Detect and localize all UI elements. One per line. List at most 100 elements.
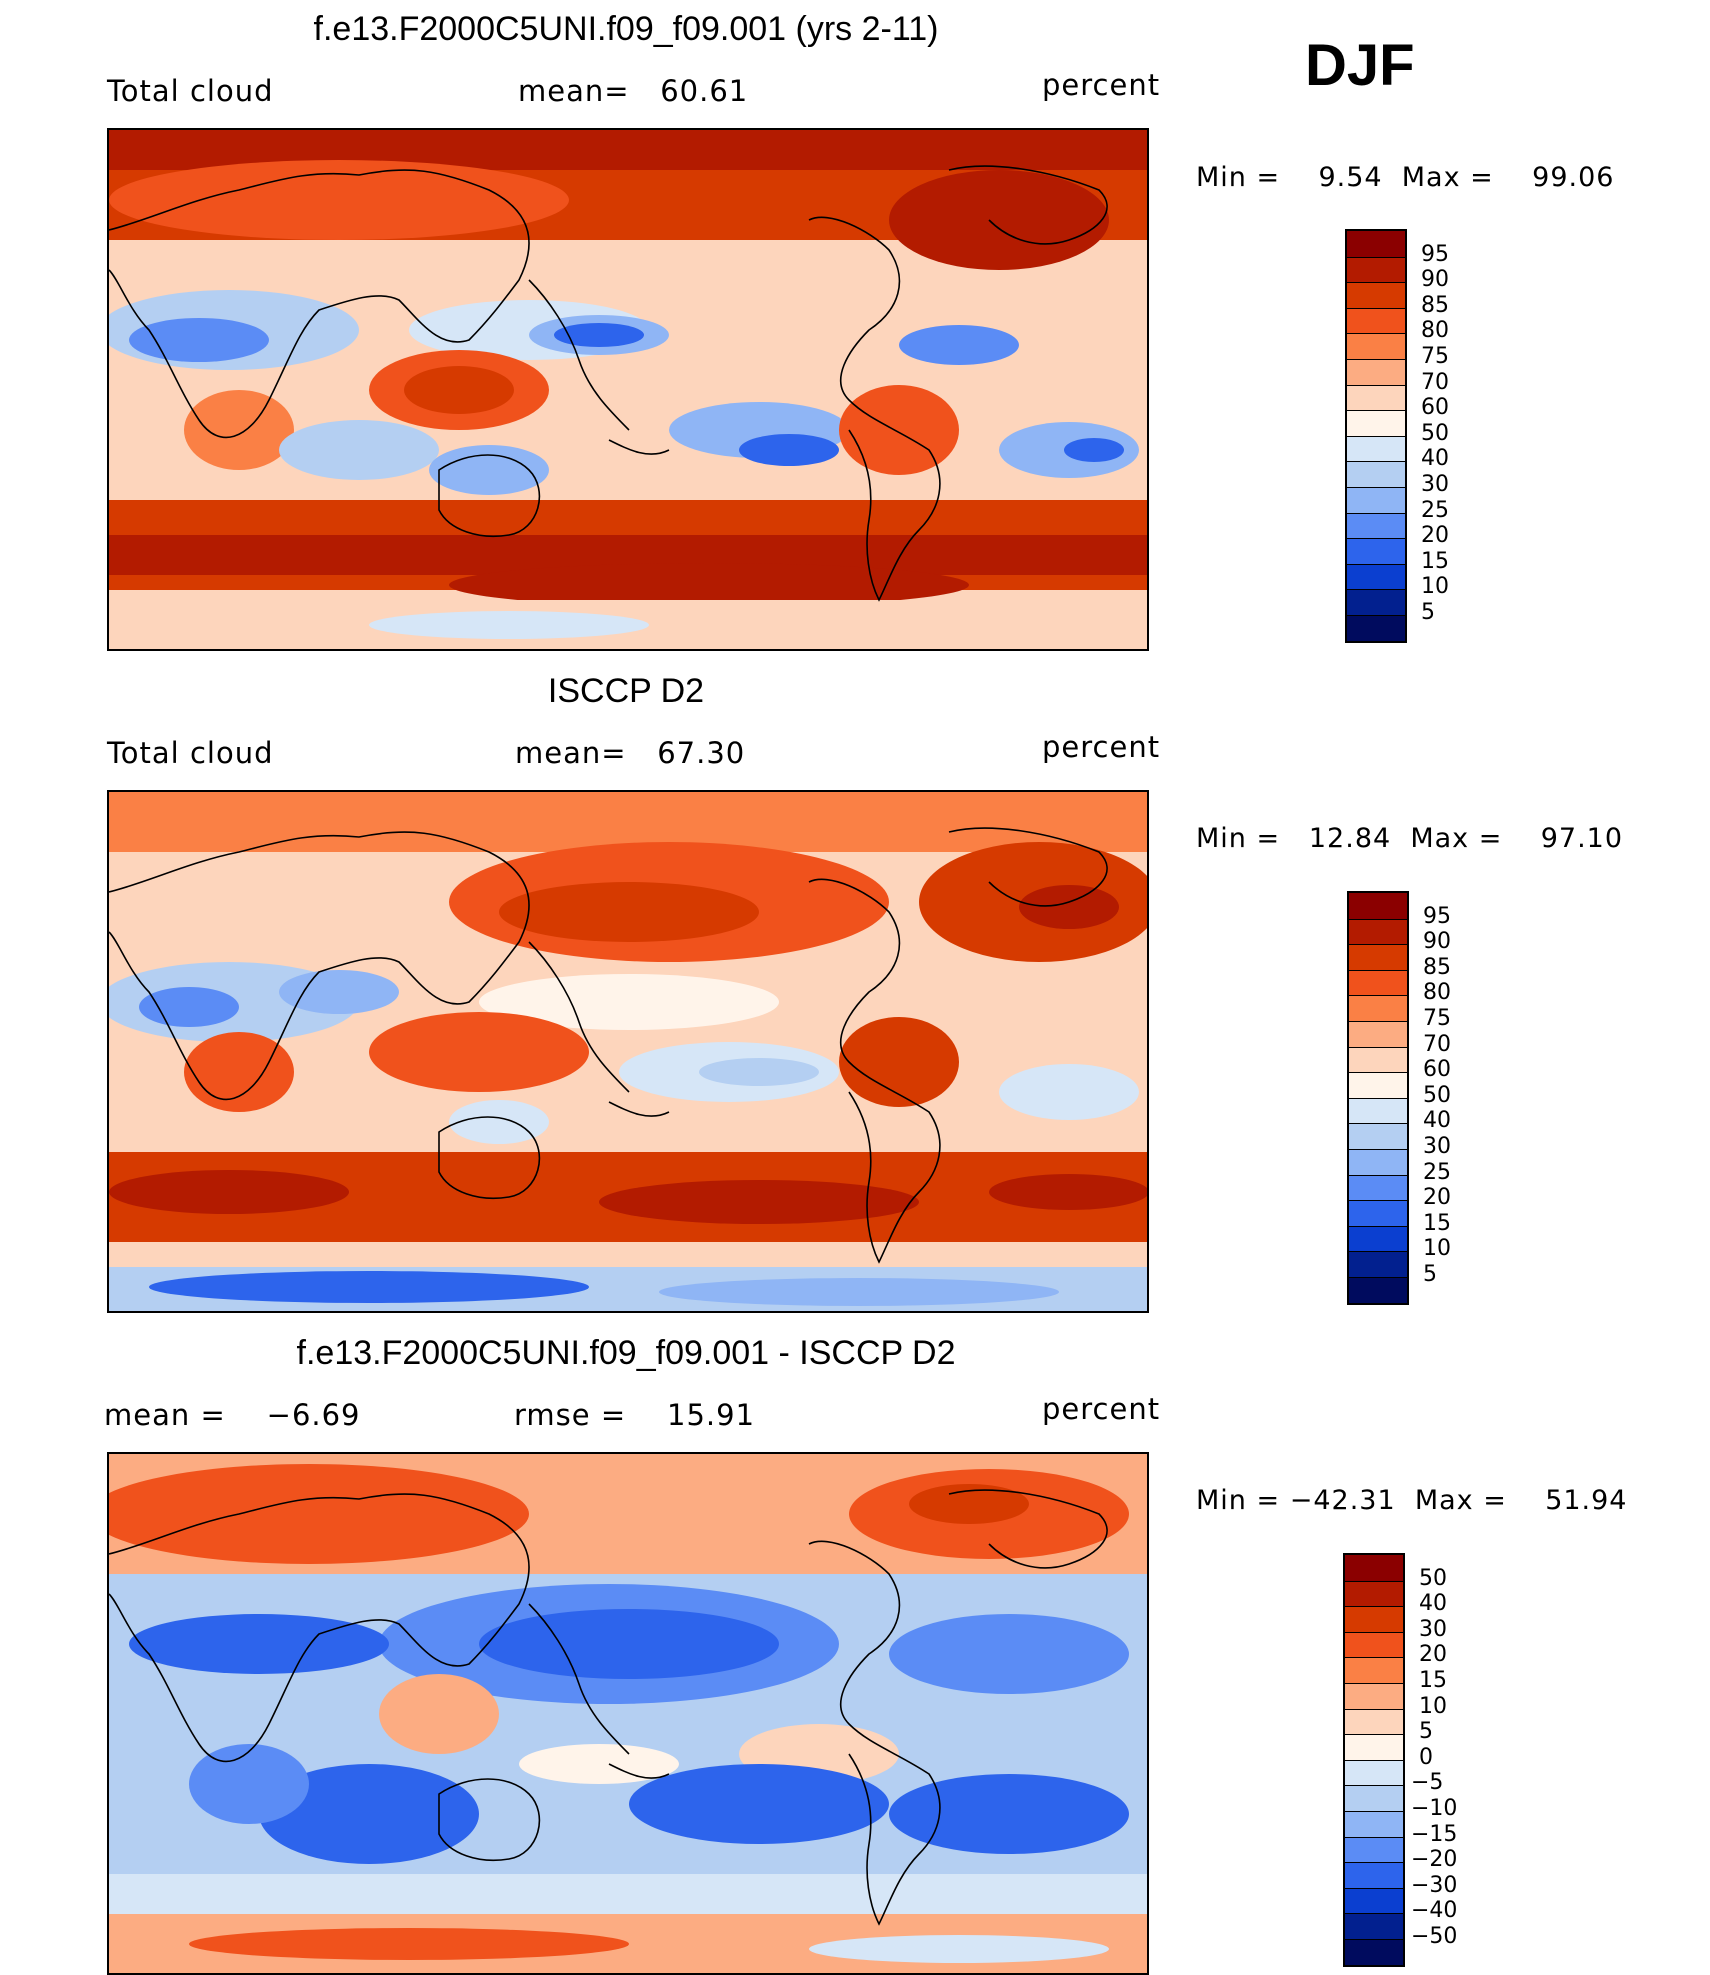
colorbar-tick-label: 30 [1423,1134,1451,1159]
colorbar-bin [1345,1785,1403,1811]
field-contour-region [259,1764,479,1864]
panel-1-max-label: Max = [1401,162,1494,193]
field-contour-region [479,1609,779,1679]
colorbar-bin [1349,1174,1407,1201]
field-contour-region [429,445,549,495]
colorbar-bin [1345,1708,1403,1735]
colorbar-bin [1345,1811,1403,1837]
panel-2-min-label: Min = [1196,823,1281,854]
colorbar-bin [1347,282,1405,308]
colorbar-bin [1349,944,1407,970]
panel-3-units: percent [1042,1392,1161,1426]
colorbar-tick-label: −40 [1411,1898,1458,1924]
field-contour-region [109,792,1147,852]
colorbar-bin [1345,1606,1403,1632]
panel-3-mean-label: mean = [104,1398,226,1432]
colorbar-tick-label: 5 [1421,600,1435,625]
panel-3-rmse: rmse = 15.91 [514,1398,755,1432]
field-contour-region [189,1744,309,1824]
panel-1-min-label: Min = [1196,162,1281,193]
colorbar-tick-label: 10 [1419,1693,1447,1719]
field-contour-region [129,1614,389,1674]
panel-2-map [107,790,1149,1313]
colorbar-tick-label: 80 [1423,980,1451,1006]
panel-3-max-label: Max = [1414,1485,1507,1516]
coastline [438,1116,541,1200]
coastline [109,831,530,1101]
panel-1-variable-label: Total cloud [107,74,274,108]
colorbar-tick-label: 20 [1419,1642,1447,1668]
field-contour-region [899,325,1019,365]
field-map-svg [109,1454,1147,1973]
colorbar-tick-label: 60 [1421,395,1449,421]
panel-1-mean: mean= 60.61 [518,74,748,108]
colorbar-bin [1347,256,1405,283]
colorbar-tick-label: 15 [1419,1668,1447,1693]
panel-2-minmax: Min = 12.84 Max = 97.10 [1196,823,1623,854]
colorbar-bin [1349,1072,1407,1098]
field-map-svg [109,792,1147,1311]
field-contour-region [839,385,959,475]
colorbar-bin [1345,1580,1403,1607]
field-contour-region [809,1935,1109,1963]
colorbar-tick-label: 90 [1423,929,1451,955]
season-label: DJF [1305,33,1415,98]
panel-3-min-value: −42.31 [1289,1485,1396,1516]
field-contour-region [519,1744,679,1784]
colorbar-tick-label: 50 [1421,420,1449,446]
field-contour-region [109,1170,349,1214]
colorbar-bin [1345,1913,1403,1939]
colorbar-bin [1347,563,1405,590]
field-contour-region [379,1674,499,1754]
panel-2-min-value: 12.84 [1308,823,1392,854]
coastline [438,454,541,538]
field-contour-region [369,1012,589,1092]
field-contour-region [189,1928,629,1960]
panel-3-mean-value: −6.69 [266,1398,361,1432]
colorbar-tick-label: −10 [1411,1796,1458,1821]
panel-1-units: percent [1042,68,1161,102]
colorbar-bin [1349,1277,1407,1303]
coastline [808,216,941,602]
field-contour-region [139,987,239,1027]
colorbar-bin [1347,384,1405,411]
colorbar-tick-label: 95 [1421,241,1449,267]
field-contour-region [449,1100,549,1144]
panel-2-units: percent [1042,730,1161,764]
colorbar-bin [1349,995,1407,1021]
field-contour-region [109,1464,529,1564]
colorbar-bin [1345,1836,1403,1863]
colorbar-tick-label: 15 [1421,548,1449,574]
field-contour-region [109,1874,1147,1914]
panel-1-max-value: 99.06 [1532,162,1615,193]
coastline [948,827,1108,907]
panel-1-mean-value: 60.61 [660,74,749,108]
colorbar-bin [1347,333,1405,359]
colorbar-tick-label: −20 [1411,1847,1458,1873]
panel-1-minmax: Min = 9.54 Max = 99.06 [1196,162,1614,193]
field-contour-region [129,318,269,362]
colorbar-bin [1349,969,1407,996]
field-contour-region [629,1764,889,1844]
field-contour-region [449,563,969,607]
colorbar-bin [1349,1021,1407,1047]
field-contour-region [599,1180,919,1224]
field-contour-region [369,611,649,639]
colorbar-tick-label: 30 [1419,1616,1447,1642]
colorbar-bin [1345,1555,1403,1581]
colorbar-tick-label: 85 [1421,292,1449,318]
field-contour-region [479,974,779,1030]
colorbar-tick-label: 20 [1421,523,1449,549]
colorbar-tick-label: 70 [1423,1031,1451,1057]
field-contour-region [909,1484,1029,1524]
coastline [528,1603,670,1779]
field-contour-region [999,1064,1139,1120]
field-contour-region [889,1774,1129,1854]
field-contour-region [499,882,759,942]
panel-1-min-value: 9.54 [1318,162,1383,193]
colorbar-bin [1345,1759,1403,1786]
coastline [808,1540,941,1926]
colorbar-bin [1349,1251,1407,1277]
colorbar-tick-label: 60 [1423,1057,1451,1083]
field-contour-region [889,170,1109,270]
